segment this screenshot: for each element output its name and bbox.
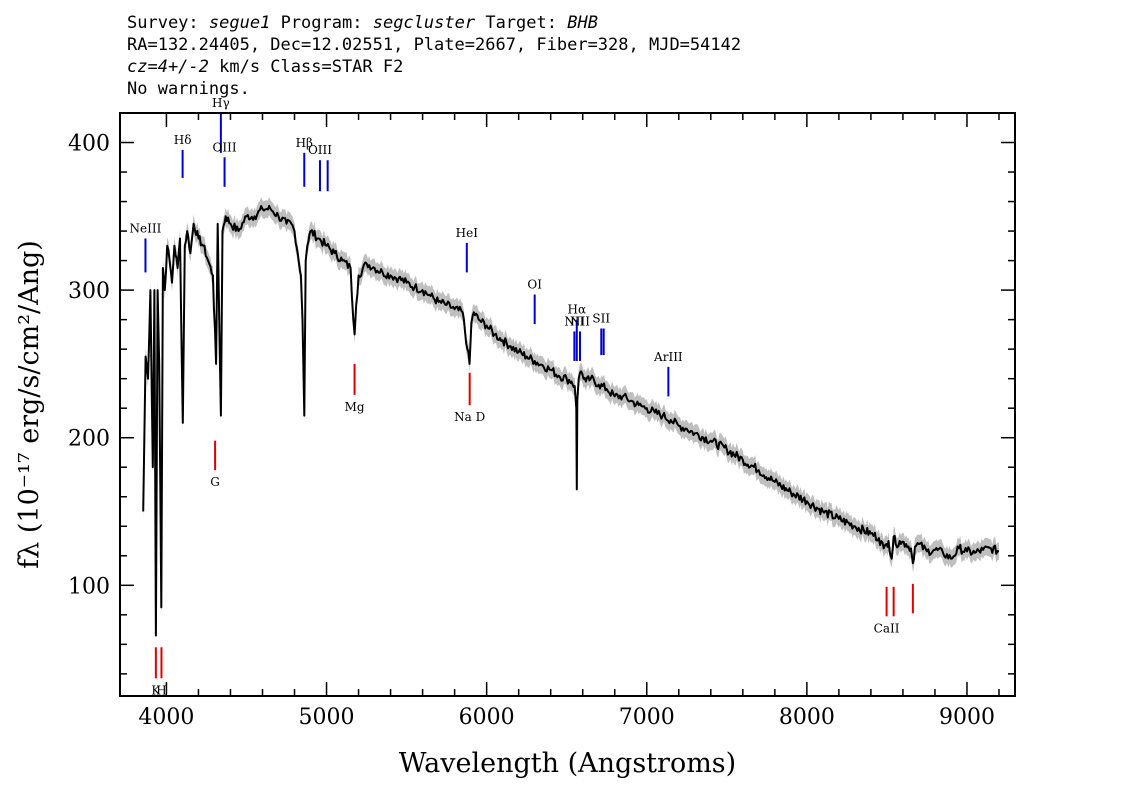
target-value: BHB [567, 13, 598, 33]
emission-line-label: ArIII [653, 350, 683, 364]
emission-line-label: Hα [567, 303, 586, 317]
y-tick-label: 200 [68, 427, 110, 452]
y-tick-label: 100 [68, 574, 110, 599]
x-tick-label: 6000 [459, 705, 515, 730]
spectrum-header: Survey: segue1 Program: segcluster Targe… [127, 12, 741, 100]
absorption-line-label: K [151, 683, 161, 697]
emission-line-label: NII [570, 314, 590, 328]
absorption-line-label: G [210, 475, 220, 489]
x-tick-label: 7000 [619, 705, 675, 730]
x-tick-label: 8000 [779, 705, 835, 730]
program-label: Program: [280, 13, 363, 33]
emission-line-label: NeIII [130, 221, 162, 235]
x-axis-title: Wavelength (Angstroms) [399, 748, 736, 779]
emission-line-label: Hδ [174, 133, 192, 147]
header-line-2: RA=132.24405, Dec=12.02551, Plate=2667, … [127, 35, 742, 55]
emission-line-label: SII [592, 311, 610, 325]
y-axis-title: fλ (10⁻¹⁷ erg/s/cm²/Ang) [14, 240, 45, 569]
flux-line [142, 204, 1000, 637]
target-label: Target: [485, 13, 557, 33]
error-band-area [143, 197, 999, 645]
error-band [143, 197, 999, 645]
plot-frame [119, 112, 1016, 697]
x-tick-label: 5000 [299, 705, 355, 730]
y-tick-label: 400 [68, 132, 110, 157]
survey-value: segue1 [208, 13, 271, 33]
emission-line-label: Hγ [212, 96, 230, 110]
class-info: km/s Class=STAR F2 [208, 57, 404, 77]
emission-line-label: OIII [308, 143, 332, 157]
absorption-line-label: Na D [454, 410, 485, 424]
x-tick-label: 9000 [939, 705, 995, 730]
survey-label: Survey: [127, 13, 199, 33]
absorption-line-label: CaII [874, 621, 900, 635]
emission-line-label: OIII [213, 140, 237, 154]
absorption-line-label: Mg [345, 400, 365, 414]
axis-ticks: 4000 5000 6000 7000 8000 9000 100 200 300 400 [68, 112, 1015, 730]
absorption-line-label: H [156, 683, 166, 697]
emission-line-label: OI [527, 278, 542, 292]
header-line-1: Survey: segue1 Program: segcluster Targe… [127, 12, 741, 34]
redshift-value: cz=4+/-2 [127, 57, 209, 77]
program-value: segcluster [372, 13, 476, 33]
header-line-3: cz=4+/-2 km/s Class=STAR F2 [127, 56, 741, 78]
x-tick-label: 4000 [138, 705, 194, 730]
emission-line-label: HeI [456, 226, 479, 240]
emission-line-label: NII [564, 314, 584, 328]
flux-series [142, 204, 1000, 637]
y-tick-label: 300 [68, 279, 110, 304]
header-line-4: No warnings. [127, 79, 250, 99]
emission-line-label: Hβ [296, 136, 313, 150]
